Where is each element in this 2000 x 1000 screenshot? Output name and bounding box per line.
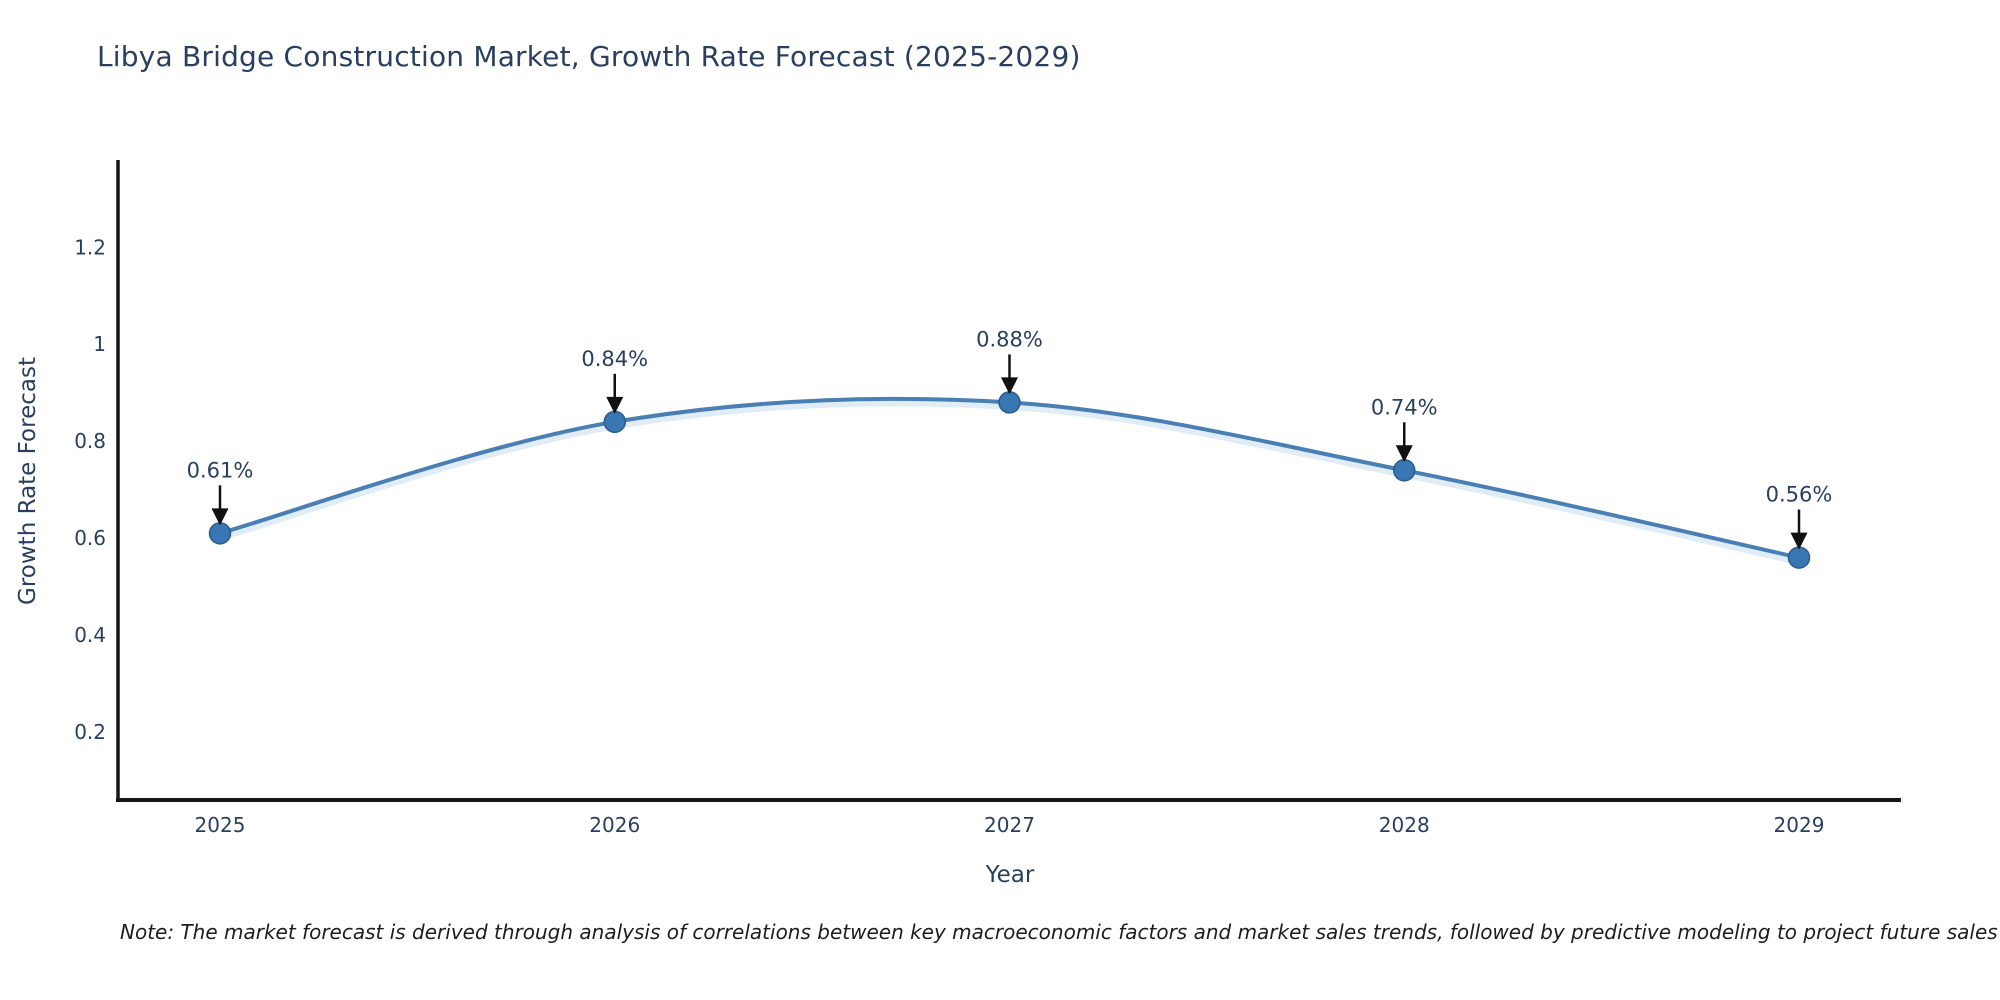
x-tick-label: 2027	[984, 813, 1035, 837]
data-point-label: 0.61%	[187, 458, 254, 482]
data-point-label: 0.56%	[1766, 483, 1833, 507]
y-tick-label: 1	[93, 332, 106, 356]
series-line-glow	[218, 397, 1800, 565]
y-tick-label: 0.6	[74, 526, 106, 550]
footnote: Note: The market forecast is derived thr…	[120, 920, 1998, 944]
y-tick-label: 0.4	[74, 623, 106, 647]
x-tick-label: 2028	[1379, 813, 1430, 837]
annotation-arrowhead	[1790, 532, 1808, 550]
data-point-label: 0.74%	[1371, 395, 1438, 419]
data-point-label: 0.84%	[581, 347, 648, 371]
chart-title: Libya Bridge Construction Market, Growth…	[97, 40, 1081, 73]
series-line	[218, 396, 1801, 560]
x-tick-label: 2025	[195, 813, 246, 837]
annotation-arrowhead	[606, 396, 624, 414]
x-axis-title: Year	[985, 862, 1035, 888]
annotation-arrowhead	[211, 508, 229, 526]
annotation-arrowhead	[1395, 445, 1413, 463]
data-point-marker	[998, 391, 1021, 414]
annotation-arrowhead	[1001, 377, 1018, 395]
y-tick-label: 1.2	[74, 235, 106, 259]
y-tick-label: 0.2	[74, 720, 106, 744]
data-point-marker	[603, 410, 626, 434]
data-point-label: 0.88%	[976, 327, 1043, 351]
data-point-marker	[1393, 459, 1416, 482]
x-tick-label: 2029	[1774, 813, 1825, 837]
x-tick-label: 2026	[589, 813, 640, 837]
data-point-marker	[1787, 546, 1811, 569]
y-tick-label: 0.8	[74, 429, 106, 453]
y-axis-title: Growth Rate Forecast	[15, 357, 41, 605]
data-point-marker	[208, 522, 232, 545]
